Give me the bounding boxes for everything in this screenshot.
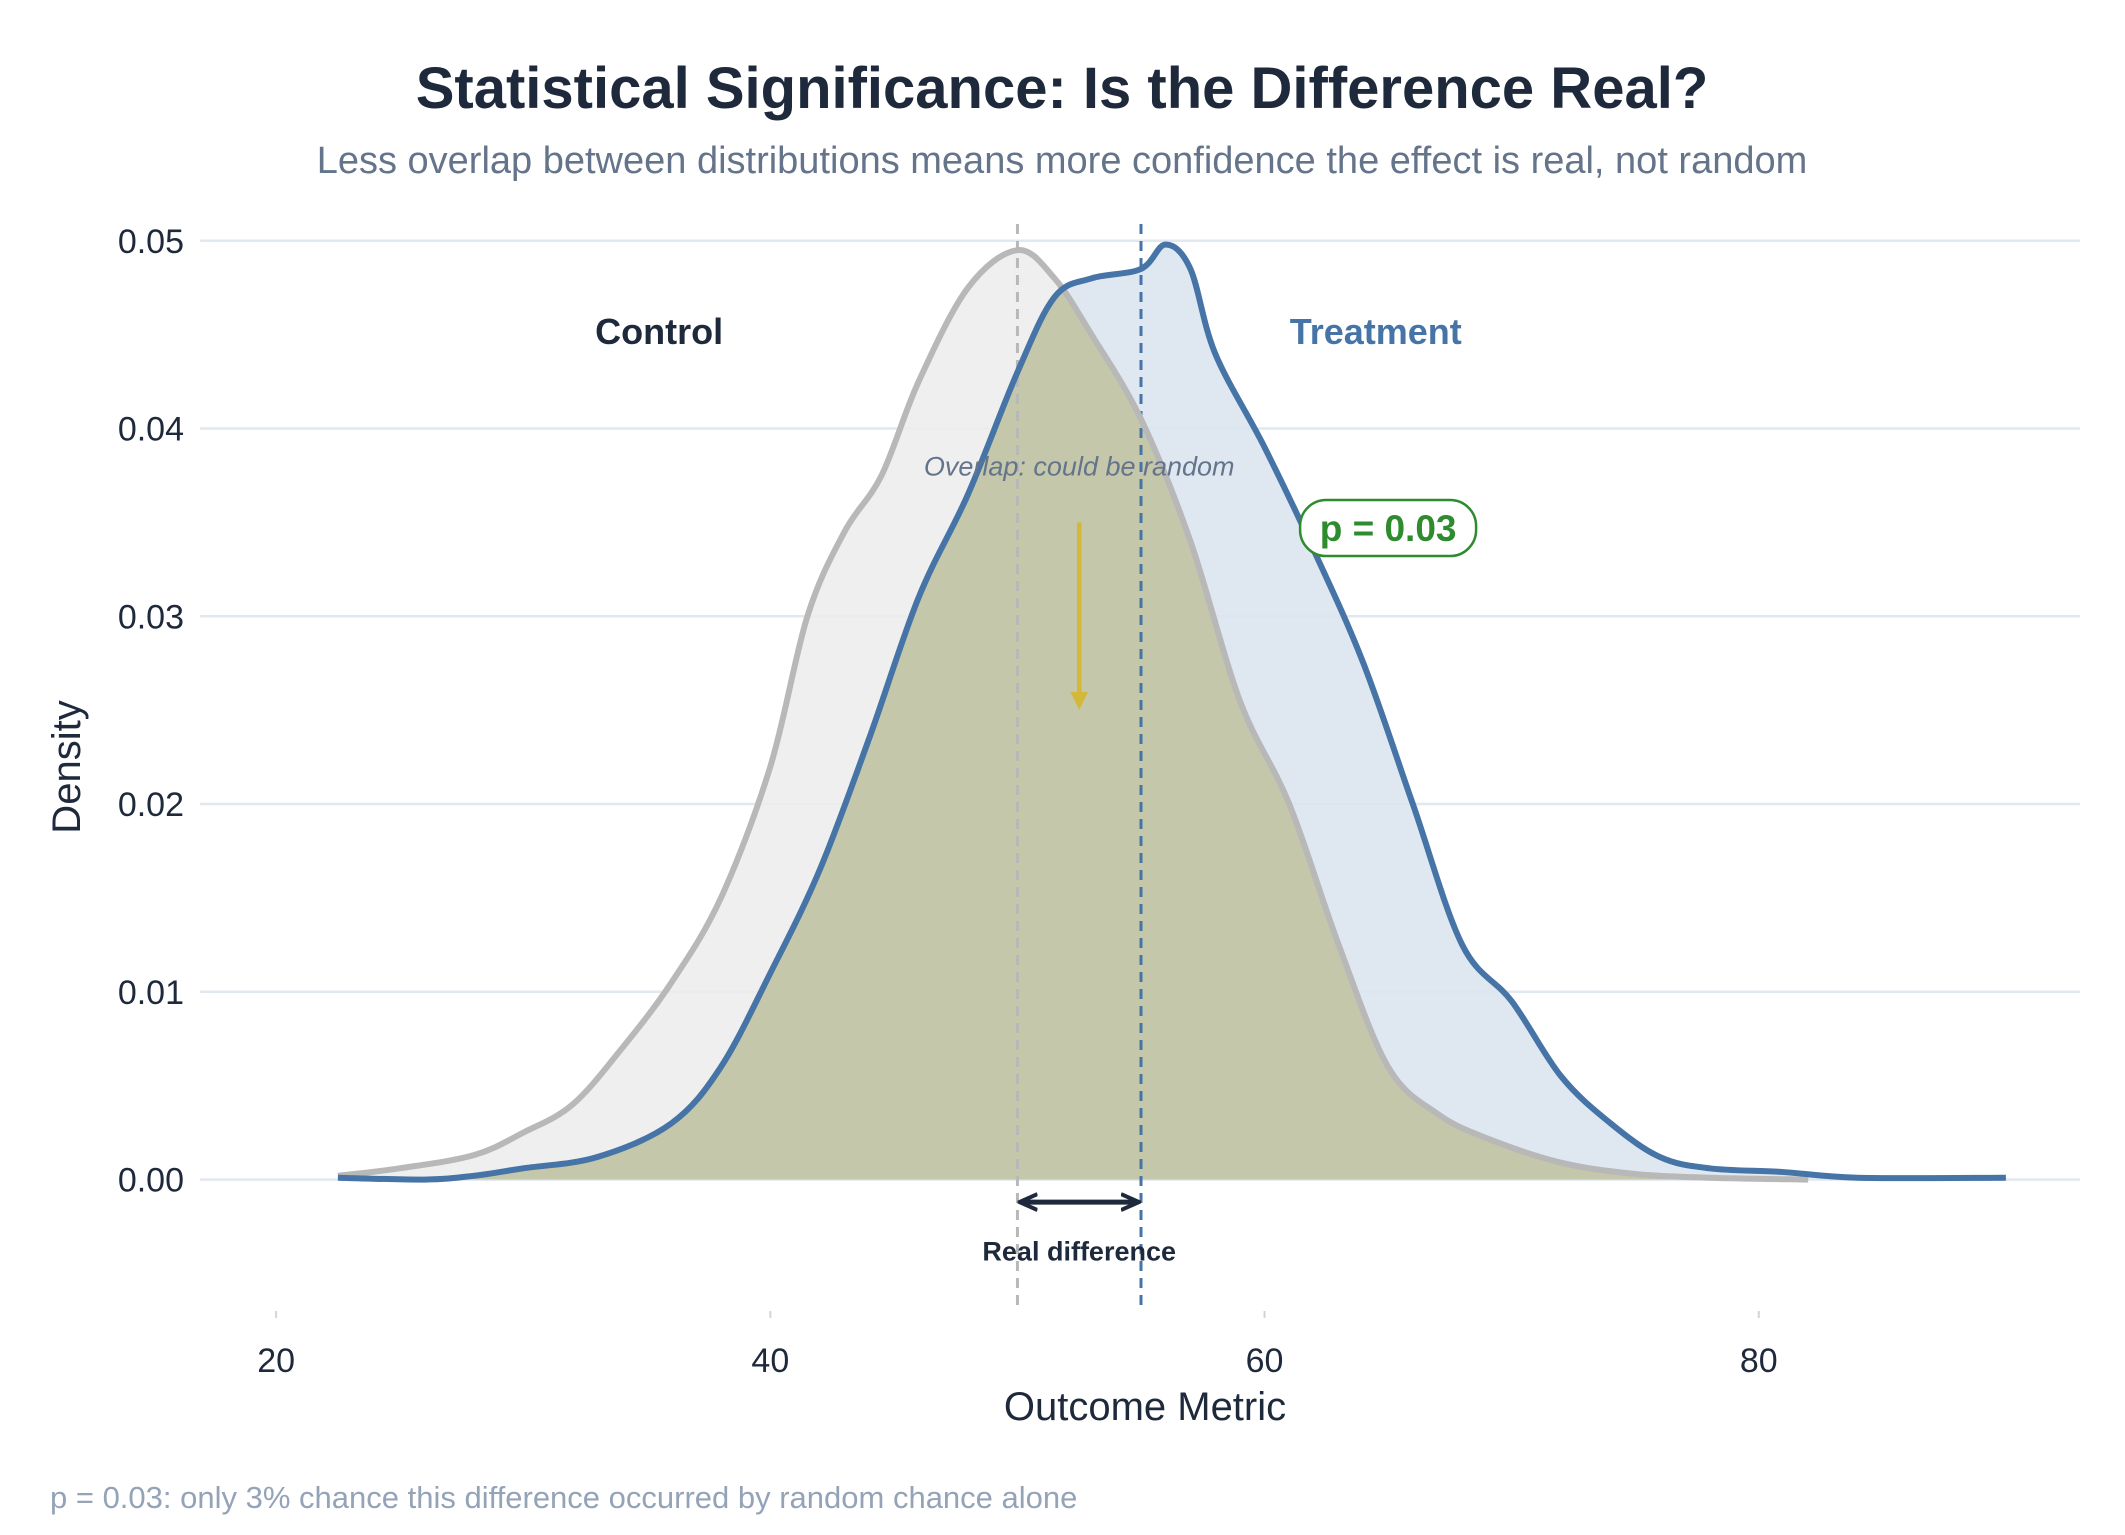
chart-caption: p = 0.03: only 3% chance this difference… <box>50 1480 1077 1515</box>
chart-title: Statistical Significance: Is the Differe… <box>416 56 1709 121</box>
x-tick-label: 80 <box>1740 1342 1778 1380</box>
y-tick-label: 0.03 <box>118 598 184 636</box>
y-axis-label: Density <box>45 700 89 833</box>
overlap-label: Overlap: could be random <box>924 451 1235 481</box>
control-label: Control <box>595 311 723 352</box>
density-lines <box>337 224 2006 1311</box>
x-tick-label: 20 <box>257 1342 295 1380</box>
treatment-line <box>337 241 2006 1183</box>
density-areas <box>337 244 2006 1180</box>
x-tick-label: 40 <box>751 1342 789 1380</box>
treatment-label: Treatment <box>1290 311 1462 352</box>
y-tick-label: 0.02 <box>118 786 184 824</box>
y-tick-label: 0.00 <box>118 1162 184 1200</box>
chart-subtitle: Less overlap between distributions means… <box>317 140 1808 182</box>
y-tick-label: 0.01 <box>118 974 184 1012</box>
y-tick-label: 0.05 <box>118 223 184 261</box>
y-tick-label: 0.04 <box>118 411 184 449</box>
annotations: Control Treatment Overlap: could be random… <box>595 311 1478 1266</box>
p-value-badge <box>1298 498 1478 558</box>
p-value-text: p = 0.03 <box>1320 508 1457 549</box>
x-tick-label: 60 <box>1246 1342 1284 1380</box>
x-axis-label: Outcome Metric <box>1004 1385 1286 1429</box>
overlap-shade <box>337 250 1809 1180</box>
overlap-area <box>337 250 1809 1180</box>
difference-label: Real difference <box>982 1236 1176 1266</box>
control-line <box>337 247 1809 1183</box>
